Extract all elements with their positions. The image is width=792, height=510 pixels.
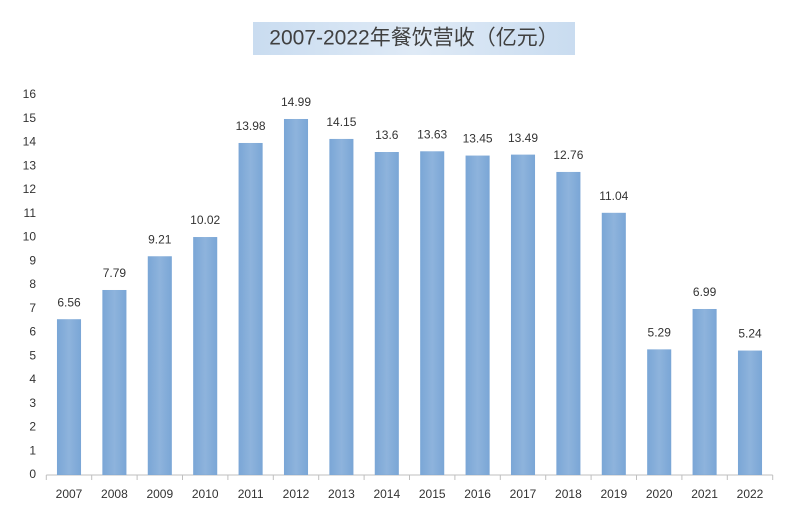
value-label: 5.29 [648, 326, 672, 340]
bar [147, 256, 172, 475]
value-label: 7.79 [103, 266, 127, 280]
chart-title: 2007-2022年餐饮营收（亿元） [269, 27, 558, 50]
bar [556, 171, 581, 475]
bar [329, 138, 354, 475]
bar [737, 350, 763, 475]
y-tick-label: 16 [23, 87, 37, 101]
bar [238, 142, 263, 475]
x-tick-label: 2011 [238, 487, 264, 501]
y-tick-label: 2 [29, 420, 36, 434]
y-tick-label: 14 [23, 135, 37, 149]
x-tick-label: 2015 [419, 487, 446, 501]
bar [283, 118, 309, 476]
y-tick-label: 4 [29, 372, 36, 386]
x-tick-label: 2018 [555, 487, 582, 501]
value-label: 6.56 [57, 295, 81, 309]
x-tick-label: 2008 [101, 487, 128, 501]
bar [56, 319, 82, 475]
y-tick-label: 1 [29, 443, 36, 457]
y-tick-label: 8 [29, 277, 36, 291]
title-box [253, 22, 575, 55]
x-tick-label: 2021 [691, 487, 718, 501]
x-tick-label: 2020 [646, 487, 673, 501]
x-tick-label: 2016 [464, 487, 491, 501]
x-tick-label: 2010 [192, 487, 219, 501]
y-tick-label: 15 [23, 111, 37, 125]
value-label: 13.63 [417, 127, 447, 141]
x-tick-label: 2007 [56, 487, 83, 501]
value-label: 11.04 [599, 189, 628, 203]
y-tick-label: 9 [29, 253, 36, 267]
value-label: 14.15 [326, 115, 356, 129]
x-tick-label: 2012 [283, 487, 310, 501]
value-label: 13.98 [236, 119, 266, 133]
x-tick-label: 2022 [737, 487, 764, 501]
bar [510, 154, 536, 476]
bar [601, 212, 626, 476]
y-tick-label: 5 [29, 348, 36, 362]
y-tick-label: 0 [29, 467, 36, 481]
y-tick-label: 12 [23, 182, 37, 196]
bar [465, 155, 490, 475]
value-label: 13.45 [463, 132, 493, 146]
x-tick-label: 2009 [146, 487, 173, 501]
value-label: 9.21 [148, 232, 172, 246]
value-label: 13.6 [375, 128, 399, 142]
x-tick-label: 2013 [328, 487, 355, 501]
value-label: 12.76 [553, 148, 583, 162]
y-tick-label: 13 [23, 158, 37, 172]
value-label: 10.02 [190, 213, 220, 227]
value-label: 6.99 [693, 285, 717, 299]
x-tick-label: 2019 [600, 487, 627, 501]
y-tick-label: 3 [29, 396, 36, 410]
x-tick-label: 2014 [373, 487, 400, 501]
bar [647, 349, 672, 475]
value-label: 13.49 [508, 131, 538, 145]
y-tick-label: 7 [29, 301, 36, 315]
bar [193, 237, 218, 475]
x-tick-label: 2017 [510, 487, 537, 501]
bar [374, 152, 399, 475]
y-tick-label: 6 [29, 325, 36, 339]
bar [102, 289, 127, 475]
y-tick-label: 11 [24, 206, 37, 220]
bar [420, 151, 445, 475]
y-tick-label: 10 [23, 230, 37, 244]
value-label: 14.99 [281, 95, 311, 109]
value-label: 5.24 [738, 327, 762, 341]
bar [692, 308, 717, 475]
